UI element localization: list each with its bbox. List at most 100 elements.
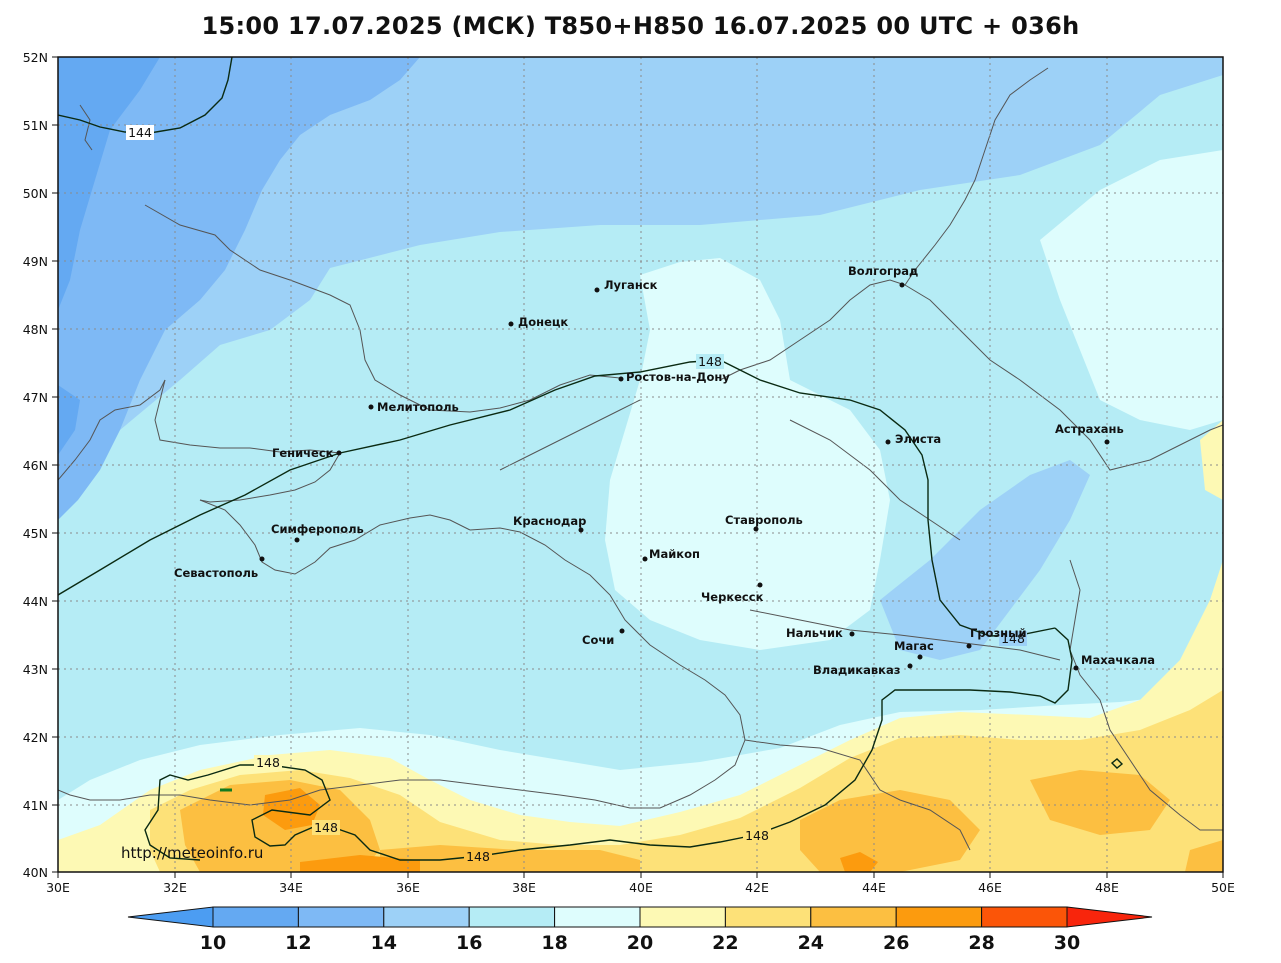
city-genichesk: Геническ [272,446,342,460]
svg-text:Симферополь: Симферополь [271,522,364,536]
lon-axis [57,872,1224,878]
lat-label: 45N [23,526,48,541]
colorbar-label: 22 [712,932,738,954]
colorbar-label: 12 [285,932,311,954]
colorbar-label: 16 [456,932,482,954]
contour-148-south [144,627,1073,861]
lon-label: 30E [46,880,70,895]
band-14-16 [58,57,1223,480]
contour-label-144: 144 [128,125,152,140]
colorbar-box [212,906,299,928]
svg-text:Волгоград: Волгоград [848,264,918,278]
band-26-28-c [840,852,878,872]
contour-labels: 144 148 148 148 148 148 148 [126,125,1027,864]
svg-text:Махачкала: Махачкала [1081,653,1155,667]
svg-text:Донецк: Донецк [518,315,568,329]
lat-labels: 52N 51N 50N 49N 48N 47N 46N 45N 44N 43N … [23,50,48,880]
band-12-14 [58,57,420,520]
lat-label: 48N [23,322,48,337]
colorbar-label: 24 [798,932,824,954]
contour-label-148-a: 148 [698,354,722,369]
city-rostov: Ростов-на-Дону [618,370,730,384]
city-krasnodar: Краснодар [513,514,586,533]
svg-text:Севастополь: Севастополь [174,566,258,580]
city-sevastopol: Севастополь [174,556,265,580]
svg-text:Краснодар: Краснодар [513,514,586,528]
lat-label: 44N [23,594,48,609]
city-elista: Элиста [885,432,941,446]
lat-label: 40N [23,865,48,880]
colorbar-box [895,906,983,928]
lon-label: 34E [279,880,303,895]
lat-label: 41N [23,798,48,813]
colorbar-box [810,906,897,928]
svg-text:Нальчик: Нальчик [786,626,843,640]
city-stavropol: Ставрополь [725,513,803,532]
lat-label: 51N [23,118,48,133]
contour-label-148-f: 148 [745,828,769,843]
city-sochi: Сочи [582,628,625,647]
city-grozny: Грозный [966,626,1027,649]
band-24-26-c [800,790,980,872]
band-10-12-b [58,385,80,455]
city-donetsk: Донецк [508,315,568,329]
city-cherkessk: Черкесск [701,582,764,604]
svg-text:Астрахань: Астрахань [1055,422,1124,436]
colorbar: 10 12 14 16 18 20 22 24 26 28 30 [127,906,1153,954]
band-10-12 [58,57,160,310]
svg-text:Грозный: Грозный [970,626,1027,640]
city-maykop: Майкоп [642,547,700,562]
svg-text:Сочи: Сочи [582,633,614,647]
city-lugansk: Луганск [594,278,658,293]
map-title: 15:00 17.07.2025 (МСК) T850+H850 16.07.2… [201,12,1080,40]
svg-text:Ставрополь: Ставрополь [725,513,803,527]
lat-label: 43N [23,662,48,677]
city-simferopol: Симферополь [271,522,364,543]
contour-label-148-d: 148 [314,820,338,835]
band-24-26-e [1185,840,1223,872]
city-makhachkala: Махачкала [1073,653,1155,671]
lon-label: 36E [396,880,420,895]
lat-label: 52N [23,50,48,65]
lat-label: 42N [23,730,48,745]
band-18-20-center [605,258,890,650]
lat-axis [52,56,58,873]
city-nalchik: Нальчик [786,626,855,640]
lat-label: 49N [23,254,48,269]
city-magas: Магас [894,639,934,660]
colorbar-label: 26 [883,932,909,954]
colorbar-box [554,906,641,928]
colorbar-label: 10 [200,932,226,954]
colorbar-box [297,906,385,928]
colorbar-arrow-low [127,906,214,928]
lon-label: 32E [163,880,187,895]
colorbar-box [981,906,1068,928]
city-volgograd: Волгоград [848,264,918,288]
colorbar-label: 18 [541,932,567,954]
band-24-26-d [1030,770,1170,835]
cities: Волгоград Луганск Донецк Ростов-на-Дону … [174,264,1155,677]
contour-144 [58,57,233,134]
colorbar-label: 28 [968,932,994,954]
lon-label: 38E [512,880,536,895]
watermark-url: http://meteoinfo.ru [121,844,263,862]
svg-text:Владикавказ: Владикавказ [813,663,900,677]
city-vladikavkaz: Владикавказ [813,663,913,677]
contour-label-148-e: 148 [466,849,490,864]
svg-text:Геническ: Геническ [272,446,334,460]
svg-text:Ростов-на-Дону: Ростов-на-Дону [626,370,730,384]
city-melitopol: Мелитополь [368,400,459,414]
lat-lon-grid [58,57,1223,872]
colorbar-box [468,906,556,928]
lon-labels: 30E 32E 34E 36E 38E 40E 42E 44E 46E 48E … [46,880,1235,895]
lon-label: 44E [862,880,886,895]
lon-label: 46E [978,880,1002,895]
band-14-16-caspian [880,460,1090,660]
colorbar-label: 20 [627,932,653,954]
colorbar-box [383,906,470,928]
lon-label: 42E [745,880,769,895]
svg-text:Майкоп: Майкоп [649,547,700,561]
colorbar-label: 30 [1054,932,1080,954]
city-astrakhan: Астрахань [1055,422,1124,445]
